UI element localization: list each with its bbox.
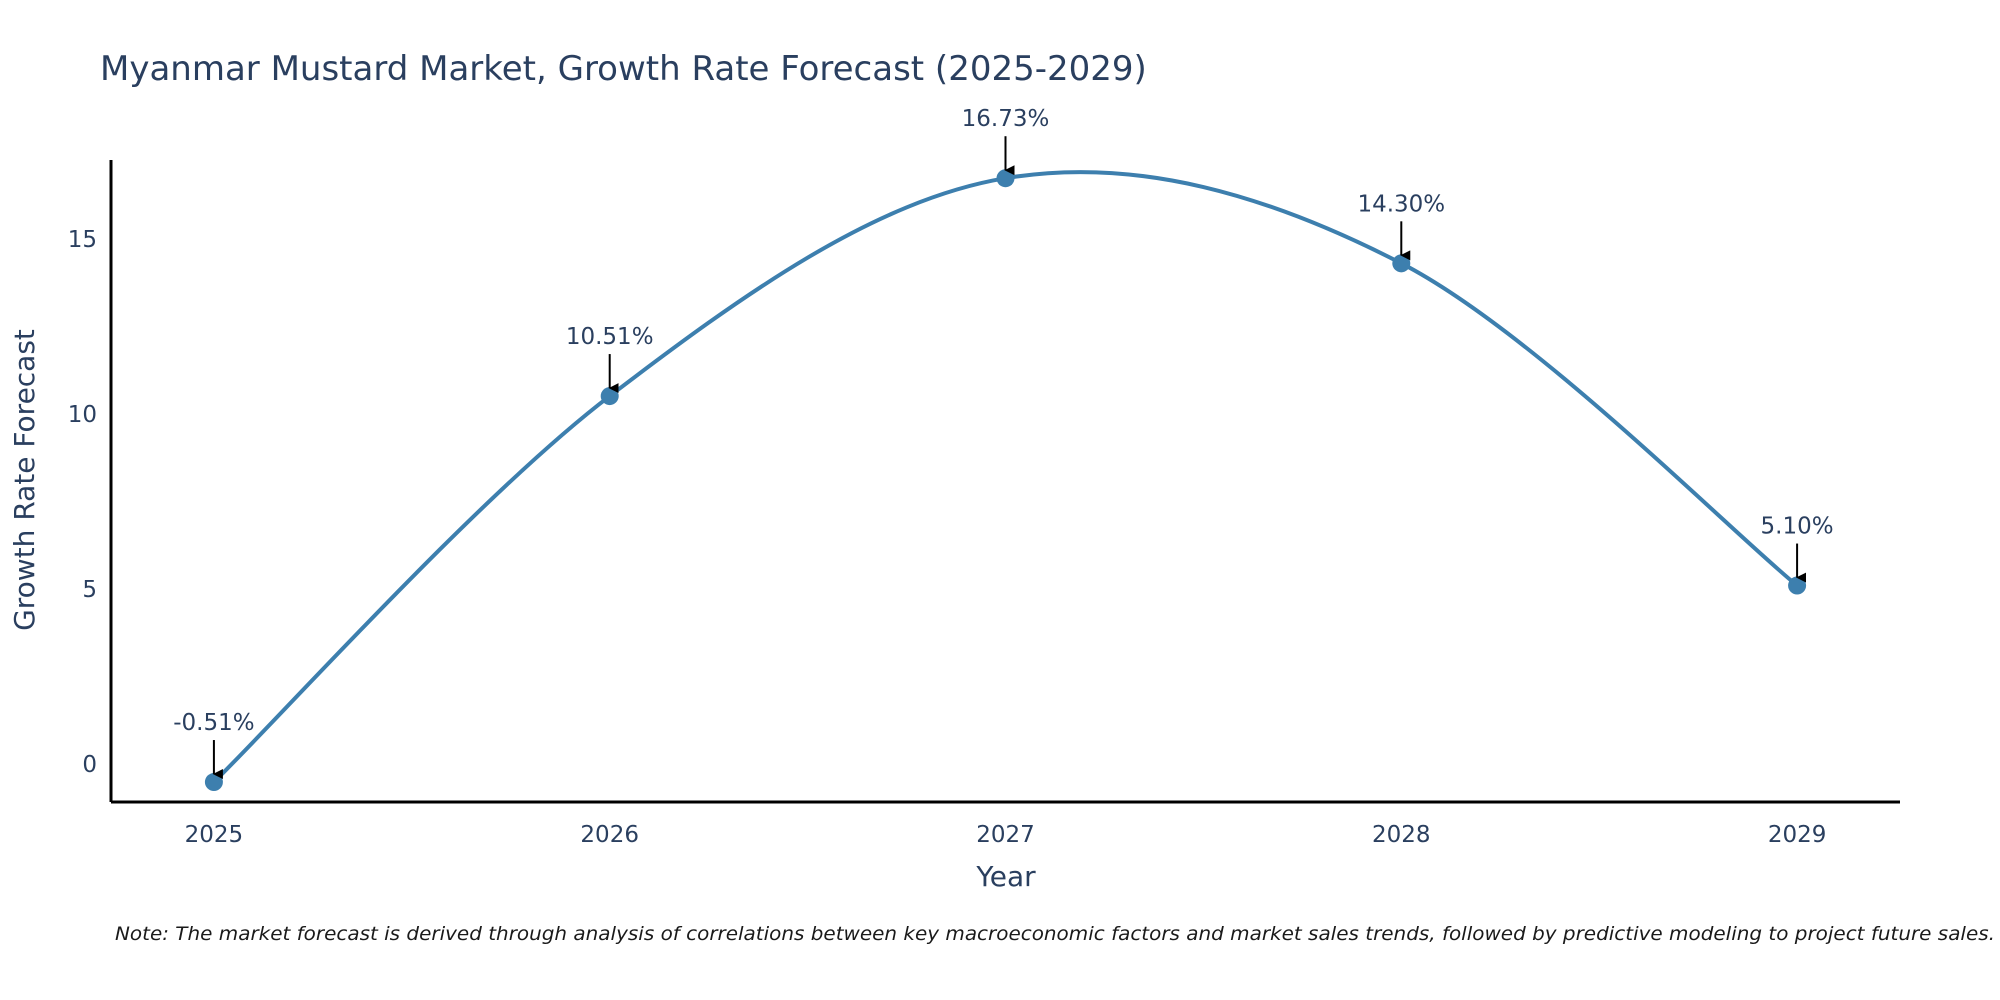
data-label: 16.73% [962, 106, 1050, 132]
x-tick-label: 2028 [1372, 822, 1431, 848]
series-line [212, 170, 1799, 784]
x-tick-label: 2029 [1768, 822, 1827, 848]
footnote: Note: The market forecast is derived thr… [115, 923, 1995, 945]
y-tick-label: 5 [82, 577, 97, 603]
x-tick-label: 2025 [185, 822, 244, 848]
data-point [1392, 254, 1411, 273]
data-label: 10.51% [566, 324, 654, 350]
data-labels: -0.51% 10.51% 16.73% 14.30% 5.10% [173, 106, 1834, 780]
y-tick-label: 0 [82, 752, 97, 778]
x-tick-label: 2027 [976, 822, 1035, 848]
data-point [600, 387, 619, 406]
data-point [1788, 576, 1807, 595]
chart-title: Myanmar Mustard Market, Growth Rate Fore… [100, 49, 1147, 89]
y-tick-label: 10 [68, 402, 97, 428]
data-label: 5.10% [1761, 514, 1834, 540]
data-label: -0.51% [173, 710, 254, 736]
y-axis: 0 5 10 15 [68, 160, 113, 802]
data-markers [204, 169, 1807, 792]
x-tick-label: 2026 [580, 822, 639, 848]
data-label: 14.30% [1357, 191, 1445, 217]
data-point [996, 169, 1015, 188]
y-tick-label: 15 [68, 227, 97, 253]
x-axis-title: Year [975, 860, 1036, 893]
data-point [204, 773, 223, 792]
x-axis: 2025 2026 2027 2028 2029 [111, 800, 1900, 848]
y-axis-title: Growth Rate Forecast [8, 329, 41, 631]
